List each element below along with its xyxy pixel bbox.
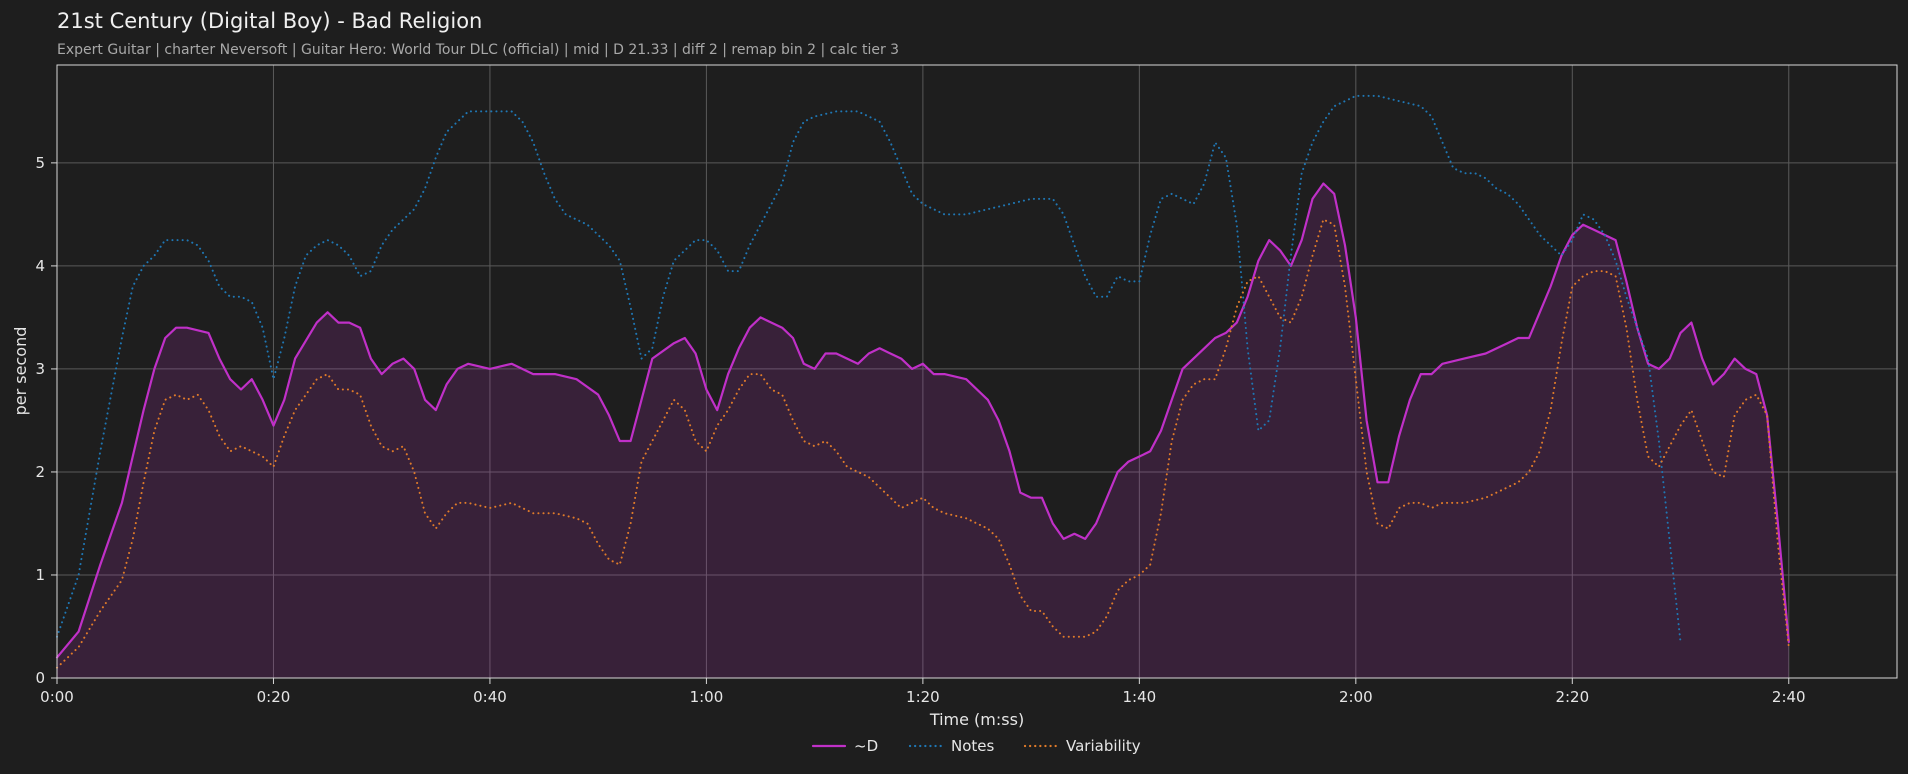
x-axis-label: Time (m:ss) xyxy=(929,710,1024,729)
x-tick-label: 1:40 xyxy=(1123,688,1157,706)
x-tick-label: 2:20 xyxy=(1555,688,1589,706)
legend-label: ~D xyxy=(854,737,878,755)
y-tick-label: 0 xyxy=(35,669,45,687)
y-tick-label: 4 xyxy=(35,257,45,275)
x-tick-label: 1:00 xyxy=(690,688,724,706)
y-tick-label: 2 xyxy=(35,463,45,481)
y-tick-label: 5 xyxy=(35,154,45,172)
legend-label: Variability xyxy=(1066,737,1141,755)
series-fills xyxy=(57,183,1789,678)
x-tick-label: 0:20 xyxy=(257,688,291,706)
chart-subtitle: Expert Guitar | charter Neversoft | Guit… xyxy=(57,42,899,58)
x-tick-label: 0:00 xyxy=(40,688,74,706)
y-axis-ticks: 0 1 2 3 4 5 xyxy=(35,154,57,687)
x-tick-label: 2:00 xyxy=(1339,688,1373,706)
series-lines xyxy=(55,94,1790,669)
y-tick-label: 3 xyxy=(35,360,45,378)
y-axis-label: per second xyxy=(11,327,30,416)
x-tick-label: 1:20 xyxy=(906,688,940,706)
plot-frame xyxy=(56,64,1898,679)
series-line-0 xyxy=(55,182,1790,659)
legend: ~D Notes Variability xyxy=(811,737,1141,755)
y-tick-label: 1 xyxy=(35,566,45,584)
chart-title: 21st Century (Digital Boy) - Bad Religio… xyxy=(57,9,482,33)
x-axis-ticks: 0:00 0:20 0:40 1:00 1:20 1:40 2:00 2:20 2:40 xyxy=(40,678,1806,706)
series-fill-0 xyxy=(57,183,1789,678)
x-tick-label: 0:40 xyxy=(473,688,507,706)
x-tick-label: 2:40 xyxy=(1772,688,1806,706)
legend-label: Notes xyxy=(951,737,995,755)
